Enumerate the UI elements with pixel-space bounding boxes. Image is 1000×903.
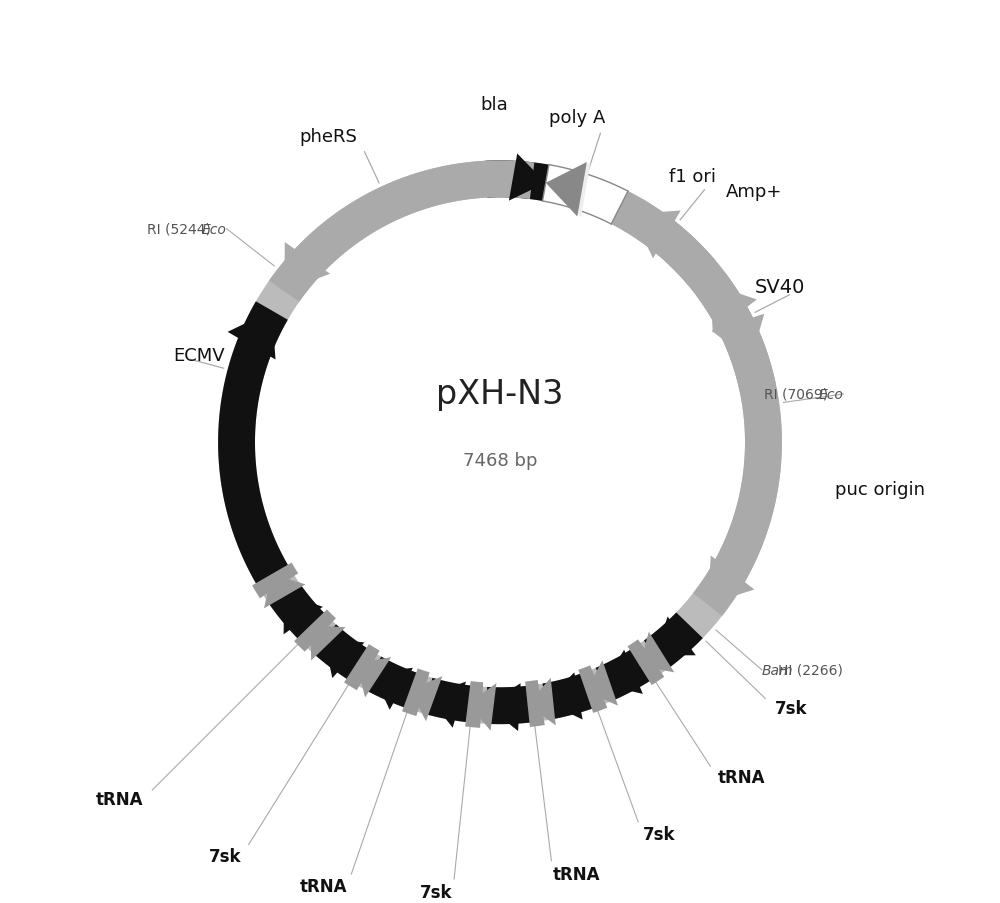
Polygon shape bbox=[422, 678, 474, 722]
Polygon shape bbox=[603, 650, 643, 694]
Polygon shape bbox=[546, 673, 583, 720]
Text: pheRS: pheRS bbox=[299, 127, 357, 145]
Polygon shape bbox=[543, 165, 768, 368]
Polygon shape bbox=[485, 161, 549, 201]
Polygon shape bbox=[543, 673, 596, 720]
Polygon shape bbox=[644, 613, 703, 671]
Polygon shape bbox=[712, 314, 764, 361]
Text: tRNA: tRNA bbox=[718, 768, 765, 787]
Text: RI (5244): RI (5244) bbox=[147, 222, 211, 237]
Text: 7468 bp: 7468 bp bbox=[463, 452, 537, 470]
Polygon shape bbox=[693, 356, 782, 616]
Polygon shape bbox=[410, 676, 442, 721]
Polygon shape bbox=[628, 639, 664, 685]
Polygon shape bbox=[546, 163, 591, 218]
Polygon shape bbox=[218, 302, 290, 588]
Polygon shape bbox=[696, 274, 776, 392]
Text: puc origin: puc origin bbox=[835, 480, 925, 498]
Polygon shape bbox=[486, 684, 521, 731]
Polygon shape bbox=[357, 657, 391, 698]
Polygon shape bbox=[252, 563, 298, 599]
Text: tRNA: tRNA bbox=[95, 790, 143, 808]
Polygon shape bbox=[708, 556, 754, 605]
Polygon shape bbox=[509, 154, 546, 201]
Text: Eco: Eco bbox=[819, 387, 844, 402]
Polygon shape bbox=[402, 668, 430, 716]
Text: f1 ori: f1 ori bbox=[669, 168, 716, 186]
Polygon shape bbox=[578, 666, 607, 713]
Text: 7sk: 7sk bbox=[420, 883, 453, 901]
Text: tRNA: tRNA bbox=[300, 878, 347, 896]
Text: HI (2266): HI (2266) bbox=[778, 663, 842, 677]
Polygon shape bbox=[269, 583, 327, 642]
Polygon shape bbox=[228, 312, 276, 360]
Polygon shape bbox=[344, 645, 380, 691]
Polygon shape bbox=[525, 680, 545, 727]
Polygon shape bbox=[468, 684, 496, 731]
Text: bla: bla bbox=[480, 96, 508, 114]
Text: poly A: poly A bbox=[549, 108, 606, 126]
Polygon shape bbox=[372, 668, 413, 710]
Polygon shape bbox=[427, 682, 466, 728]
Text: Eco: Eco bbox=[202, 222, 227, 237]
Polygon shape bbox=[623, 199, 716, 285]
Text: tRNA: tRNA bbox=[553, 865, 600, 883]
Polygon shape bbox=[284, 243, 330, 292]
Polygon shape bbox=[324, 638, 364, 678]
Polygon shape bbox=[543, 165, 628, 225]
Text: Bam: Bam bbox=[762, 663, 793, 677]
Text: pXH-N3: pXH-N3 bbox=[436, 378, 564, 411]
Polygon shape bbox=[543, 165, 628, 225]
Polygon shape bbox=[310, 626, 346, 661]
Polygon shape bbox=[596, 648, 654, 702]
Text: RI (7069): RI (7069) bbox=[764, 387, 828, 402]
Polygon shape bbox=[269, 161, 534, 303]
Polygon shape bbox=[640, 632, 674, 673]
Text: 7sk: 7sk bbox=[775, 699, 807, 717]
Text: 7sk: 7sk bbox=[209, 847, 242, 865]
Polygon shape bbox=[655, 617, 696, 656]
Text: ECMV: ECMV bbox=[173, 347, 225, 364]
Polygon shape bbox=[363, 656, 420, 709]
Polygon shape bbox=[311, 625, 370, 682]
Text: Amp+: Amp+ bbox=[726, 182, 783, 200]
Polygon shape bbox=[294, 610, 336, 652]
Polygon shape bbox=[710, 284, 757, 333]
Polygon shape bbox=[465, 682, 483, 728]
Polygon shape bbox=[218, 162, 782, 724]
Polygon shape bbox=[528, 678, 556, 726]
Text: SV40: SV40 bbox=[755, 278, 805, 297]
Polygon shape bbox=[632, 211, 681, 259]
Polygon shape bbox=[546, 163, 587, 218]
Polygon shape bbox=[284, 593, 323, 635]
Polygon shape bbox=[586, 661, 618, 706]
Polygon shape bbox=[264, 574, 306, 609]
Text: 7sk: 7sk bbox=[643, 825, 675, 843]
Polygon shape bbox=[485, 685, 534, 724]
